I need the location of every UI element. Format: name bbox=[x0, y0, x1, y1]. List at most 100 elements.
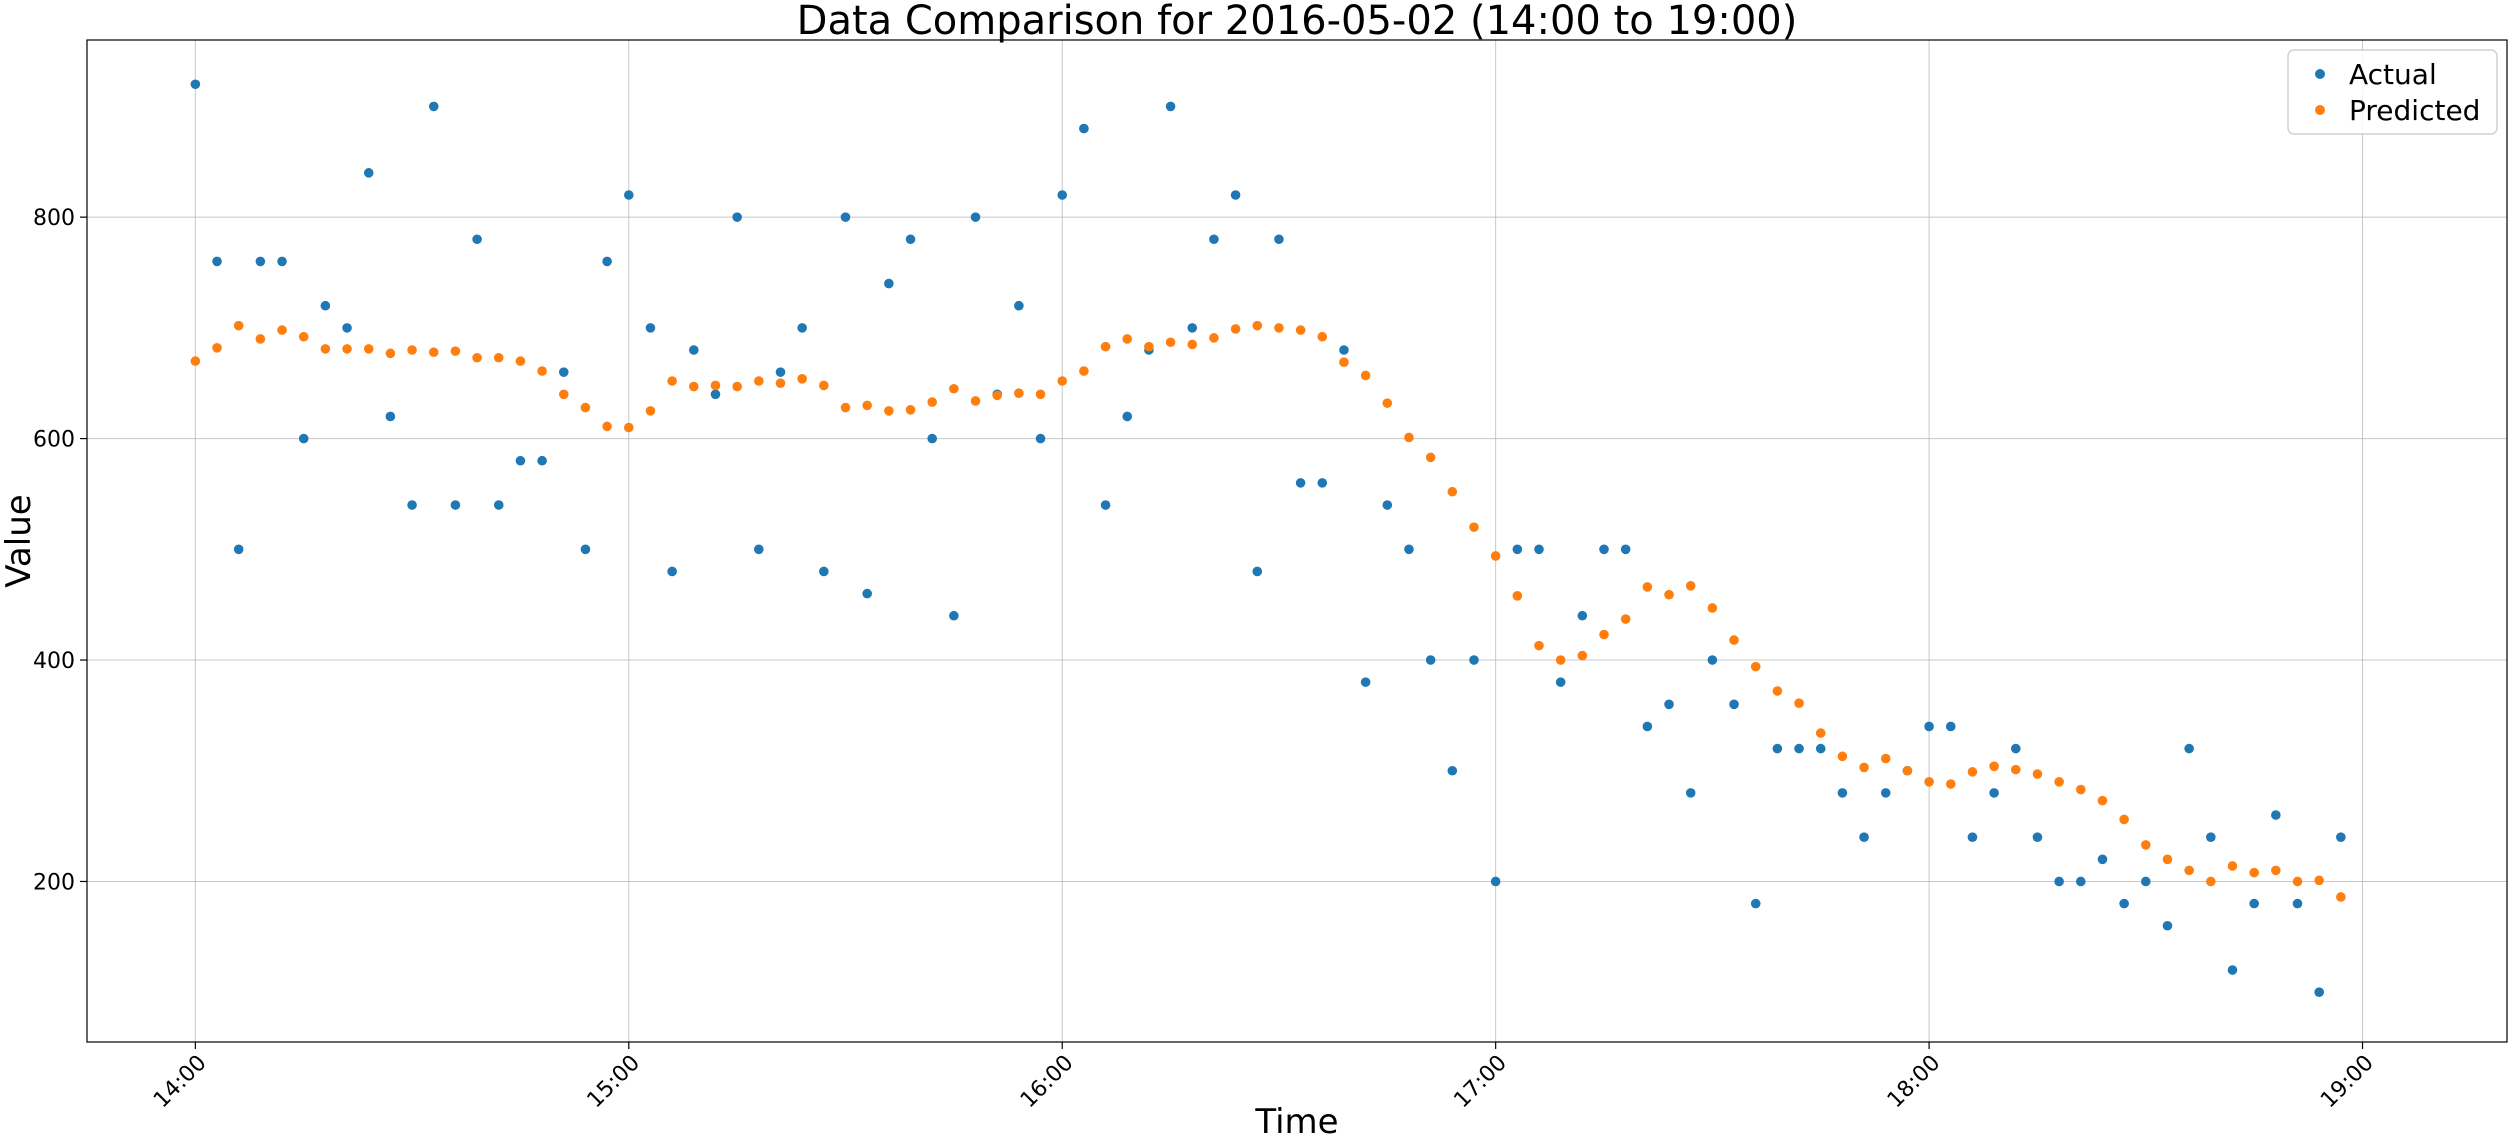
data-point-predicted bbox=[1664, 589, 1674, 600]
data-point-actual bbox=[1035, 433, 1046, 444]
legend: Actual Predicted bbox=[2287, 49, 2498, 135]
data-point-actual bbox=[689, 345, 699, 355]
data-point-actual bbox=[2119, 898, 2129, 909]
data-point-actual bbox=[1490, 876, 1501, 887]
data-point-actual bbox=[645, 323, 656, 333]
data-point-predicted bbox=[1122, 334, 1133, 344]
data-point-predicted bbox=[1577, 650, 1588, 661]
data-point-predicted bbox=[2010, 764, 2021, 775]
data-point-predicted bbox=[1469, 522, 1479, 532]
data-point-actual bbox=[1382, 500, 1393, 510]
data-point-predicted bbox=[602, 421, 612, 432]
data-point-actual bbox=[667, 566, 677, 577]
data-point-predicted bbox=[623, 422, 634, 433]
data-point-predicted bbox=[1035, 389, 1046, 400]
data-point-predicted bbox=[2271, 865, 2281, 876]
data-point-predicted bbox=[1252, 320, 1263, 331]
data-point-actual bbox=[385, 411, 396, 422]
data-point-predicted bbox=[233, 320, 244, 331]
x-axis-label: Time bbox=[1254, 1102, 1338, 1142]
data-point-predicted bbox=[732, 381, 742, 392]
data-point-predicted bbox=[2141, 840, 2151, 850]
data-point-actual bbox=[1620, 544, 1631, 555]
data-point-actual bbox=[2336, 832, 2346, 842]
series-predicted bbox=[190, 320, 2346, 902]
data-point-actual bbox=[1274, 234, 1284, 245]
data-point-actual bbox=[710, 389, 721, 400]
plot-area bbox=[86, 39, 2508, 1043]
legend-box bbox=[2287, 49, 2498, 135]
grid-lines bbox=[87, 40, 2507, 1042]
data-point-actual bbox=[2184, 743, 2194, 754]
data-point-predicted bbox=[190, 356, 201, 366]
data-point-actual bbox=[1447, 765, 1458, 776]
y-axis-ticks: 200 400 600 800 bbox=[33, 206, 87, 895]
data-point-actual bbox=[233, 544, 244, 555]
data-point-actual bbox=[2141, 876, 2151, 887]
data-point-predicted bbox=[342, 344, 352, 354]
data-point-predicted bbox=[1404, 432, 1414, 443]
data-point-actual bbox=[1187, 323, 1198, 333]
data-point-actual bbox=[862, 588, 872, 599]
data-point-actual bbox=[2292, 898, 2303, 909]
data-point-predicted bbox=[949, 383, 959, 394]
data-point-actual bbox=[1880, 788, 1891, 798]
data-point-predicted bbox=[1685, 581, 1696, 591]
data-point-predicted bbox=[905, 404, 916, 415]
data-point-actual bbox=[515, 455, 526, 466]
y-tick-label: 800 bbox=[33, 206, 75, 231]
data-point-actual bbox=[428, 101, 439, 112]
data-point-actual bbox=[1967, 832, 1978, 842]
data-point-predicted bbox=[754, 376, 764, 386]
data-point-actual bbox=[1014, 300, 1024, 311]
data-point-predicted bbox=[884, 406, 894, 416]
data-point-actual bbox=[1729, 699, 1739, 710]
data-point-predicted bbox=[1317, 331, 1328, 342]
data-point-actual bbox=[363, 168, 374, 178]
data-point-actual bbox=[1815, 743, 1826, 754]
data-point-predicted bbox=[1772, 686, 1783, 696]
legend-label-actual: Actual bbox=[2349, 58, 2437, 91]
data-point-predicted bbox=[255, 334, 266, 344]
data-point-predicted bbox=[1079, 366, 1089, 376]
data-point-predicted bbox=[775, 378, 786, 389]
data-point-actual bbox=[298, 433, 309, 444]
data-point-predicted bbox=[1750, 661, 1761, 672]
data-point-actual bbox=[970, 212, 981, 222]
data-points bbox=[190, 79, 2346, 997]
data-point-actual bbox=[840, 212, 851, 222]
data-point-actual bbox=[320, 300, 331, 311]
data-point-predicted bbox=[1989, 761, 1999, 772]
data-point-actual bbox=[1859, 832, 1869, 842]
data-point-actual bbox=[580, 544, 591, 555]
data-point-predicted bbox=[797, 373, 807, 384]
data-point-actual bbox=[1079, 123, 1089, 134]
data-point-actual bbox=[2054, 876, 2064, 887]
data-point-predicted bbox=[212, 342, 222, 353]
data-point-predicted bbox=[645, 406, 656, 416]
data-point-predicted bbox=[1382, 398, 1393, 408]
data-point-predicted bbox=[1490, 551, 1501, 561]
data-point-actual bbox=[2249, 898, 2259, 909]
y-axis-label: Value bbox=[0, 494, 39, 587]
data-point-actual bbox=[884, 278, 894, 289]
data-point-predicted bbox=[1230, 324, 1241, 334]
data-point-actual bbox=[2097, 854, 2108, 865]
data-point-actual bbox=[1772, 743, 1783, 754]
data-point-actual bbox=[493, 500, 504, 510]
data-point-actual bbox=[1837, 788, 1848, 798]
data-point-actual bbox=[1750, 898, 1761, 909]
data-point-actual bbox=[1599, 544, 1609, 555]
data-point-predicted bbox=[1057, 376, 1068, 386]
data-point-predicted bbox=[2184, 865, 2194, 876]
data-point-predicted bbox=[1014, 388, 1024, 398]
data-point-actual bbox=[1252, 566, 1263, 577]
data-point-actual bbox=[732, 212, 742, 222]
data-point-actual bbox=[927, 433, 937, 444]
data-point-predicted bbox=[1512, 591, 1523, 601]
data-point-predicted bbox=[840, 402, 851, 413]
data-point-actual bbox=[1642, 721, 1653, 732]
data-point-predicted bbox=[320, 344, 331, 354]
data-point-predicted bbox=[2032, 769, 2043, 779]
